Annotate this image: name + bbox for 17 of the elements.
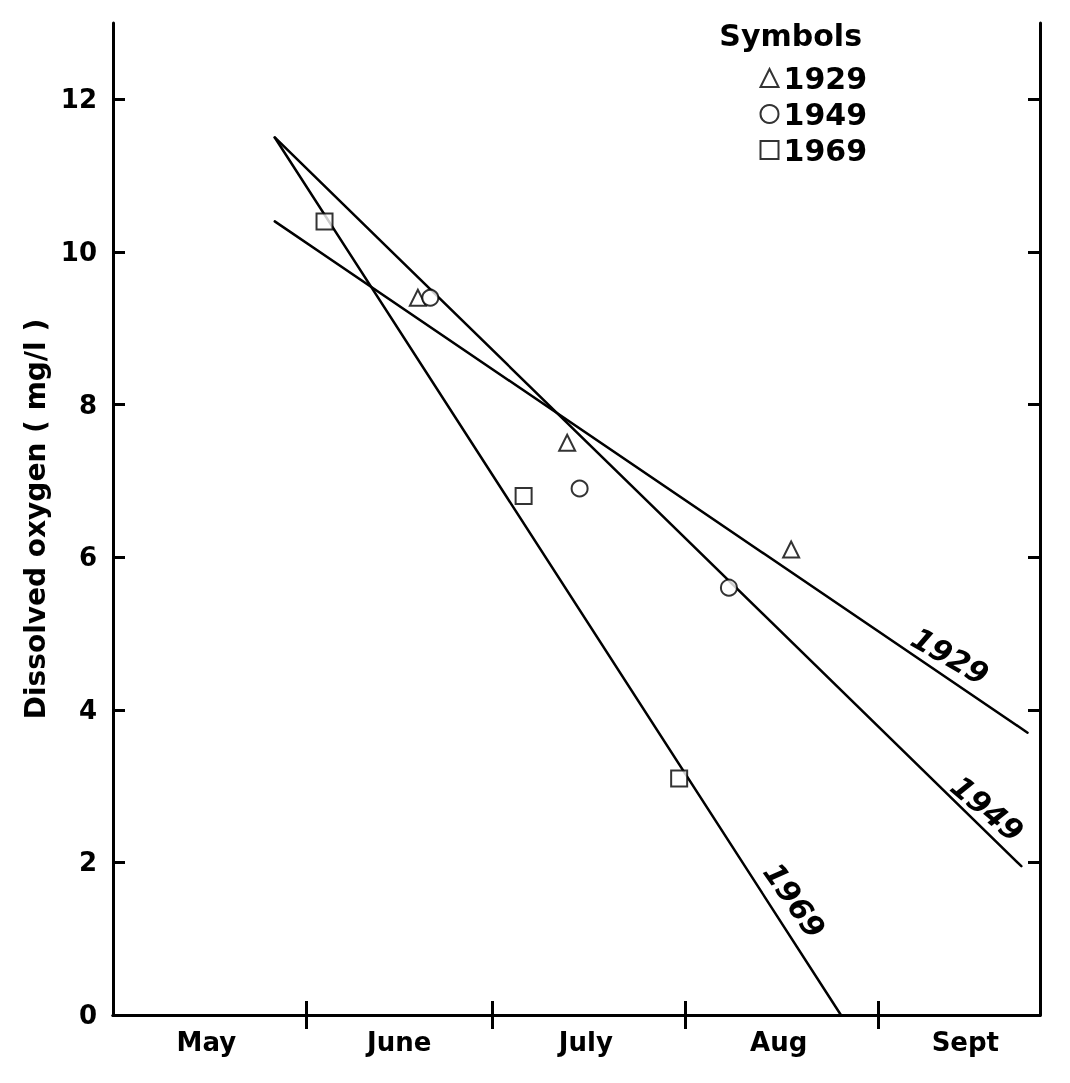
y-tick-label: 0: [78, 1000, 97, 1030]
x-tick-label: Sept: [931, 1027, 1000, 1057]
legend-label: 1929: [783, 60, 867, 96]
legend-title: Symbols: [719, 17, 863, 53]
y-axis-title: Dissolved oxygen ( mg/l ): [19, 318, 53, 720]
y-tick-label: 2: [78, 847, 97, 878]
legend-label: 1949: [783, 96, 867, 132]
x-tick-label: May: [176, 1027, 237, 1057]
legend-label: 1969: [783, 132, 867, 168]
x-tick-label: July: [556, 1027, 613, 1057]
y-tick-label: 12: [60, 84, 97, 115]
y-tick-label: 6: [78, 542, 97, 573]
x-tick-label: June: [365, 1027, 432, 1057]
x-tick-label: Aug: [750, 1027, 808, 1057]
y-tick-label: 10: [60, 236, 97, 267]
y-tick-label: 4: [78, 694, 97, 725]
y-tick-label: 8: [78, 389, 97, 420]
